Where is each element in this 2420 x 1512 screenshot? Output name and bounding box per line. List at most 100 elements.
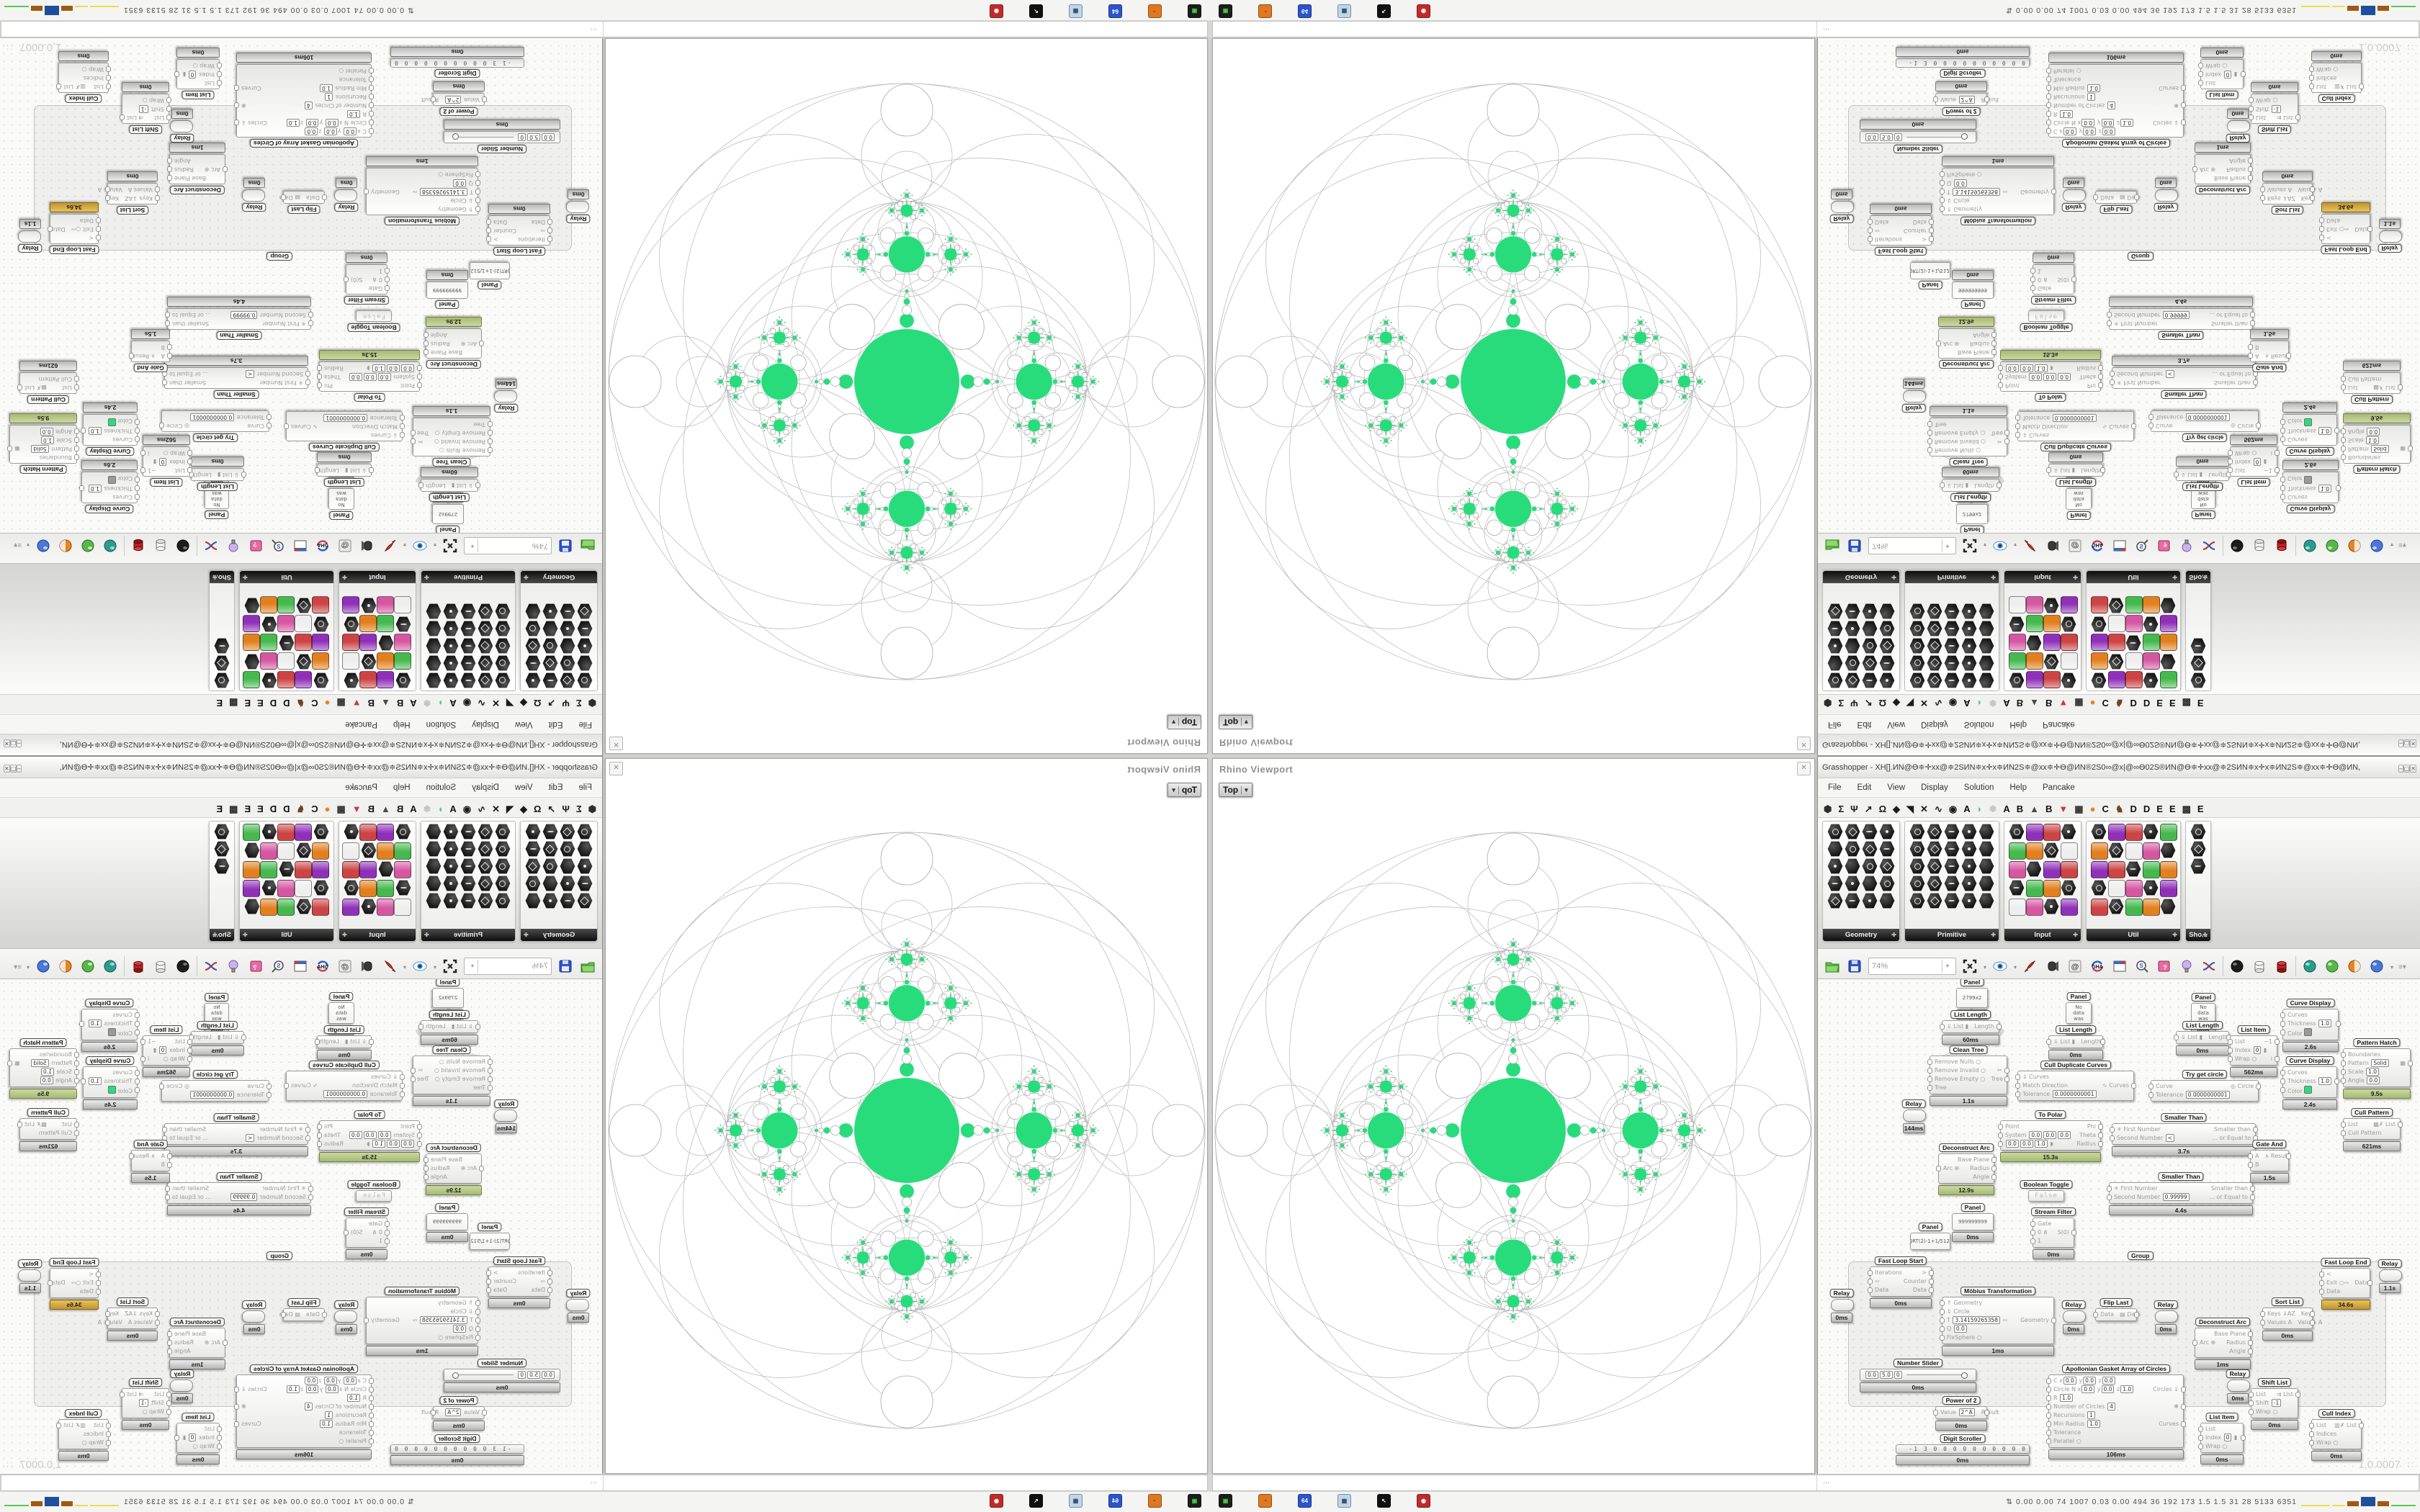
color-chip[interactable] <box>2304 476 2313 484</box>
input-port-nub[interactable] <box>2341 1052 2346 1058</box>
lightbulb-button[interactable] <box>225 538 242 555</box>
input-port-nub[interactable] <box>2046 1430 2051 1436</box>
output-port-nub[interactable] <box>411 430 416 436</box>
input-port-nub[interactable] <box>400 415 405 420</box>
input-port-nub[interactable] <box>2110 1127 2115 1133</box>
tab-18-icon[interactable]: ▦ <box>2074 698 2084 708</box>
port-right[interactable]: ▩✗ List <box>2373 384 2396 391</box>
gh-node-digit-scroller[interactable]: Digit Scroller -1 3 0 0 0 0 0 0 0 0 0 0 0m… <box>1896 1434 2030 1465</box>
wire-display-button[interactable] <box>202 538 220 555</box>
output-port-nub[interactable] <box>486 1279 491 1284</box>
component-icon[interactable] <box>394 634 411 651</box>
component-icon[interactable] <box>1961 603 1977 619</box>
component-icon[interactable] <box>1845 655 1860 671</box>
output-port-nub[interactable] <box>2241 71 2246 77</box>
component-icon[interactable] <box>295 634 312 651</box>
tab-26-icon[interactable]: ▩ <box>2182 698 2191 708</box>
port-right[interactable]: Smaller than <box>2210 1185 2248 1192</box>
value-chip[interactable]: 2^A <box>445 1408 462 1416</box>
component-icon[interactable] <box>560 893 575 909</box>
slider-value-chip[interactable]: 0 <box>1894 133 1902 141</box>
component-icon[interactable] <box>394 842 411 860</box>
component-icon[interactable] <box>342 596 359 613</box>
component-icon[interactable] <box>2091 880 2107 896</box>
port-left[interactable]: Index 0 ▮ <box>182 1434 215 1441</box>
output-port-nub[interactable] <box>2275 1056 2280 1062</box>
input-port-nub[interactable] <box>488 1076 493 1082</box>
tab-23-d[interactable]: D <box>269 698 277 708</box>
port-right[interactable]: Angle <box>431 332 447 338</box>
output-port-nub[interactable] <box>2098 374 2103 379</box>
gh-node-relay[interactable]: Relay 144ms <box>1901 1099 1926 1133</box>
tab-0-icon[interactable]: ⬢ <box>1824 804 1832 814</box>
tab-7-icon[interactable]: ✕ <box>492 804 500 814</box>
output-port-nub[interactable] <box>105 186 110 192</box>
value-chip[interactable]: 0.0 <box>1953 179 1967 187</box>
port-right[interactable]: Counter <box>493 228 516 234</box>
port-right[interactable]: Length <box>2208 1034 2228 1040</box>
node-body[interactable]: Remove Nulls ○ Remove Invalid ○ ✂ Remove Em… <box>411 418 493 456</box>
node-body[interactable]: A ∧ Result B <box>129 341 172 362</box>
gh-node-list-length[interactable]: List Length ⇓ List ▮ Length 60ms <box>1940 467 2002 502</box>
tab-9-icon[interactable]: ◉ <box>462 804 472 814</box>
input-port-nub[interactable] <box>217 1444 222 1449</box>
component-icon[interactable] <box>344 616 359 632</box>
menu-item-help[interactable]: Help <box>2009 783 2027 792</box>
port-left[interactable]: Wrap ○ <box>163 450 185 456</box>
input-port-nub[interactable] <box>187 467 192 473</box>
port-left[interactable]: Wrap ○ <box>2316 1439 2339 1446</box>
gh-node-sort-list[interactable]: Sort List Keys ⇓AZ Keys Values A Values A 0ms <box>2260 1297 2322 1341</box>
relay-capsule[interactable] <box>242 189 265 202</box>
port-left[interactable]: ⇑ Geometry <box>437 206 473 212</box>
component-icon[interactable] <box>2026 842 2043 860</box>
node-body[interactable]: Iterations > ∾ Counter Data Data <box>486 1266 552 1297</box>
value-chip[interactable]: 3.14159265358 <box>1953 188 2001 196</box>
gh-node-m-bius-transformation[interactable]: Möbius Transformation ⇑ Geometry ⇓ Circle T… <box>1940 1287 2056 1356</box>
apollonian-gasket-viewport[interactable] <box>606 780 1207 1472</box>
gh-node-shift-list[interactable]: Shift List List ⇉ List Shift -1 Wrap ○ 0ms <box>120 82 171 134</box>
tab-16-b[interactable]: B <box>367 698 375 708</box>
taskbar-app-icon-calculator[interactable]: ▦ <box>1337 1494 1351 1508</box>
component-icon[interactable] <box>2026 671 2043 688</box>
tab-13-a[interactable]: A <box>410 804 417 814</box>
component-icon[interactable] <box>2125 842 2143 860</box>
minimize-button[interactable]: – <box>17 764 22 773</box>
input-port-nub[interactable] <box>2341 437 2346 443</box>
component-icon[interactable] <box>1961 621 1977 636</box>
panel-content[interactable]: No data was <box>328 1002 354 1024</box>
tab-26-icon[interactable]: ▩ <box>2182 804 2191 814</box>
component-icon[interactable] <box>1879 621 1895 636</box>
port-left[interactable]: Thickness 1.0 <box>2287 484 2332 492</box>
component-icon[interactable] <box>2125 824 2143 841</box>
component-icon[interactable] <box>577 621 593 636</box>
node-body[interactable]: Base Plane Arc ⊕ Radius Angle <box>2192 154 2253 184</box>
lightbulb-button[interactable] <box>2178 958 2195 975</box>
output-port-nub[interactable] <box>317 1133 322 1138</box>
tab-8-icon[interactable]: ∿ <box>1934 698 1942 708</box>
port-right[interactable]: ∧ Result <box>2264 1153 2289 1159</box>
output-port-nub[interactable] <box>315 1039 320 1045</box>
input-port-nub[interactable] <box>2280 436 2285 442</box>
ball-blue-button[interactable] <box>35 958 52 975</box>
value-chip[interactable]: < <box>2165 1134 2174 1142</box>
port-left[interactable]: List <box>205 1426 215 1432</box>
slider-value-chip[interactable]: 5.0 <box>527 133 541 141</box>
panel-content[interactable]: (SQRT(2)-1+1/512)*1 <box>1910 262 1950 279</box>
port-left[interactable]: Gate <box>2038 285 2052 292</box>
component-icon[interactable] <box>2026 596 2043 613</box>
component-icon[interactable] <box>1862 824 1878 840</box>
port-right[interactable]: Theta <box>2079 1132 2096 1138</box>
component-icon[interactable] <box>1961 655 1977 671</box>
input-port-nub[interactable] <box>1868 228 1873 233</box>
relay-capsule[interactable] <box>18 1269 41 1282</box>
sphere-black-button[interactable] <box>174 538 192 555</box>
input-port-nub[interactable] <box>2107 320 2112 326</box>
port-right[interactable]: Tree <box>417 1076 429 1082</box>
projector-button[interactable] <box>2044 958 2061 975</box>
input-port-nub[interactable] <box>187 1039 192 1045</box>
input-port-nub[interactable] <box>1927 1059 1932 1065</box>
port-left[interactable]: < <box>89 1271 94 1277</box>
color-chip[interactable] <box>2304 1028 2313 1036</box>
gh-node-clean-tree[interactable]: Clean Tree Remove Nulls ○ Remove Invalid ○… <box>411 406 493 467</box>
